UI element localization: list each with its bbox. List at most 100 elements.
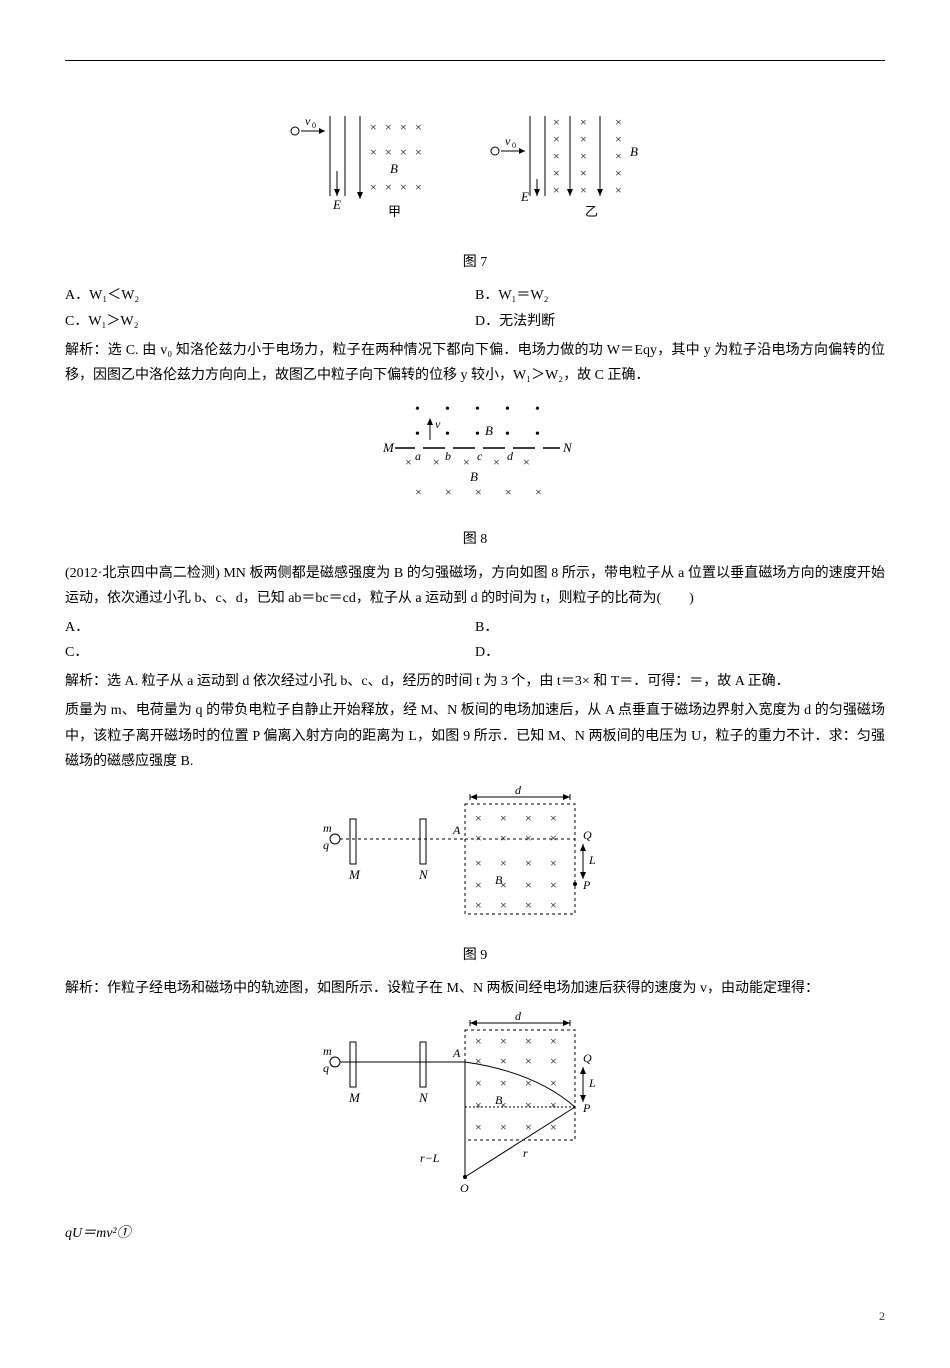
svg-text:•: • <box>535 427 540 442</box>
svg-text:•: • <box>445 402 450 417</box>
svg-text:•: • <box>475 402 480 417</box>
svg-text:×: × <box>550 831 557 845</box>
figure-9-caption: 图 9 <box>65 943 885 968</box>
svg-text:×: × <box>615 115 622 129</box>
svg-text:q: q <box>323 1061 329 1075</box>
svg-text:0: 0 <box>312 121 316 130</box>
svg-text:×: × <box>550 898 557 912</box>
svg-text:•: • <box>415 402 420 417</box>
svg-text:×: × <box>550 1076 557 1090</box>
svg-text:×: × <box>553 132 560 146</box>
svg-text:×: × <box>615 132 622 146</box>
svg-text:×: × <box>500 856 507 870</box>
figure-10: m q M N A d ×××× ×××× ×××× ×××× ×××× B Q… <box>65 1012 885 1211</box>
svg-text:×: × <box>475 811 482 825</box>
svg-text:•: • <box>445 427 450 442</box>
svg-text:c: c <box>477 449 483 463</box>
q7-options: A．W₁＜W₂ B．W₁＝W₂ C．W₁＞W₂ D．无法判断 <box>65 283 885 333</box>
page-number: 2 <box>65 1306 885 1328</box>
svg-text:×: × <box>553 183 560 197</box>
svg-text:×: × <box>500 1076 507 1090</box>
q8-opt-a: A． <box>65 615 475 640</box>
svg-text:E: E <box>520 189 529 204</box>
svg-text:×: × <box>505 485 512 499</box>
svg-text:×: × <box>475 1034 482 1048</box>
svg-text:d: d <box>515 1012 522 1023</box>
svg-text:×: × <box>580 132 587 146</box>
svg-text:v: v <box>305 114 311 128</box>
figure-9: m q M N A d ×××× ×××× ×××× ×××× ×××× B Q… <box>65 784 885 933</box>
svg-text:×: × <box>553 149 560 163</box>
svg-text:r−L: r−L <box>420 1151 440 1165</box>
svg-text:M: M <box>382 440 395 455</box>
svg-text:乙: 乙 <box>585 204 598 219</box>
svg-text:m: m <box>323 1044 332 1058</box>
svg-text:Q: Q <box>583 1051 592 1065</box>
q8-stem: (2012·北京四中高二检测) MN 板两侧都是磁感强度为 B 的匀强磁场，方向… <box>65 561 885 611</box>
svg-text:×: × <box>553 115 560 129</box>
q9-equation: qU＝mv²① <box>65 1221 885 1246</box>
svg-text:•: • <box>535 402 540 417</box>
svg-text:P: P <box>582 1101 591 1115</box>
svg-text:×: × <box>385 120 392 134</box>
svg-text:M: M <box>348 1090 361 1105</box>
svg-text:N: N <box>418 867 429 882</box>
svg-text:×: × <box>580 115 587 129</box>
svg-text:N: N <box>562 440 573 455</box>
svg-text:×: × <box>475 898 482 912</box>
svg-text:×: × <box>370 145 377 159</box>
q9-solution-1: 解析：作粒子经电场和磁场中的轨迹图，如图所示．设粒子在 M、N 两板间经电场加速… <box>65 976 885 1001</box>
q7-opt-b: B．W₁＝W₂ <box>475 283 885 308</box>
q9-stem: 质量为 m、电荷量为 q 的带负电粒子自静止开始释放，经 M、N 板间的电场加速… <box>65 698 885 774</box>
svg-text:B: B <box>390 161 398 176</box>
svg-text:×: × <box>415 120 422 134</box>
svg-text:×: × <box>475 878 482 892</box>
q8-opt-b: B． <box>475 615 885 640</box>
svg-text:×: × <box>615 183 622 197</box>
svg-text:N: N <box>418 1090 429 1105</box>
svg-text:×: × <box>525 878 532 892</box>
svg-text:×: × <box>415 180 422 194</box>
svg-text:L: L <box>588 853 596 867</box>
svg-text:B: B <box>630 144 638 159</box>
top-rule <box>65 60 885 61</box>
svg-text:×: × <box>475 856 482 870</box>
q8-options: A． B． C． D． <box>65 615 885 665</box>
svg-text:×: × <box>385 145 392 159</box>
q8-opt-c: C． <box>65 640 475 665</box>
q8-solution: 解析：选 A. 粒子从 a 运动到 d 依次经过小孔 b、c、d，经历的时间 t… <box>65 669 885 694</box>
svg-text:B: B <box>495 873 503 887</box>
svg-text:×: × <box>525 1054 532 1068</box>
svg-text:×: × <box>580 183 587 197</box>
svg-text:×: × <box>580 166 587 180</box>
svg-text:L: L <box>588 1076 596 1090</box>
svg-text:×: × <box>433 455 440 469</box>
svg-text:B: B <box>470 469 478 484</box>
svg-text:×: × <box>523 455 530 469</box>
svg-text:×: × <box>525 1120 532 1134</box>
svg-text:×: × <box>553 166 560 180</box>
svg-text:×: × <box>400 120 407 134</box>
svg-text:×: × <box>445 485 452 499</box>
svg-text:r: r <box>523 1146 528 1160</box>
q8-opt-d: D． <box>475 640 885 665</box>
svg-text:A: A <box>452 823 461 837</box>
svg-text:×: × <box>615 166 622 180</box>
q7-opt-d: D．无法判断 <box>475 309 885 334</box>
svg-text:×: × <box>500 1120 507 1134</box>
svg-text:×: × <box>370 120 377 134</box>
svg-text:×: × <box>550 1098 557 1112</box>
svg-text:×: × <box>500 811 507 825</box>
svg-text:×: × <box>400 180 407 194</box>
svg-text:•: • <box>505 402 510 417</box>
svg-text:×: × <box>500 1054 507 1068</box>
svg-text:a: a <box>415 449 421 463</box>
svg-text:m: m <box>323 821 332 835</box>
svg-text:×: × <box>493 455 500 469</box>
svg-text:×: × <box>500 1034 507 1048</box>
svg-text:O: O <box>460 1181 469 1195</box>
svg-text:×: × <box>385 180 392 194</box>
svg-text:×: × <box>415 485 422 499</box>
figure-8-caption: 图 8 <box>65 527 885 552</box>
svg-text:×: × <box>550 1054 557 1068</box>
